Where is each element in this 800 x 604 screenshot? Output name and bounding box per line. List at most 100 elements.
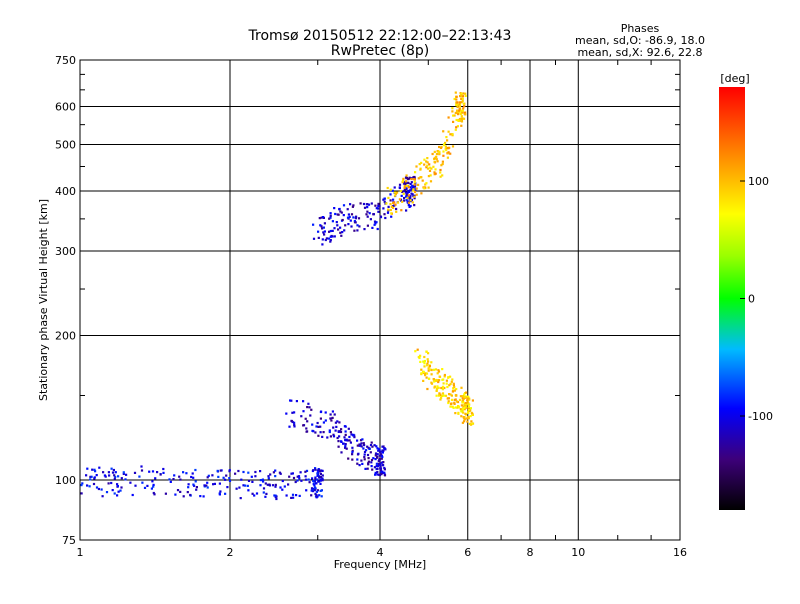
data-point xyxy=(438,375,441,378)
data-point xyxy=(312,479,315,482)
data-point xyxy=(403,199,406,202)
data-point xyxy=(371,445,374,448)
data-point xyxy=(458,102,462,105)
data-point xyxy=(368,212,371,215)
data-point xyxy=(439,398,442,401)
data-point xyxy=(387,205,390,208)
data-point xyxy=(433,386,436,389)
data-point xyxy=(376,465,379,468)
data-point xyxy=(356,453,360,456)
data-point xyxy=(373,220,377,223)
data-point xyxy=(308,406,311,409)
data-point xyxy=(452,120,455,123)
data-point xyxy=(452,382,455,385)
data-point xyxy=(389,199,392,202)
data-point xyxy=(461,407,464,411)
data-point xyxy=(331,229,334,232)
data-point xyxy=(419,354,422,357)
data-point xyxy=(259,470,262,473)
data-point xyxy=(352,204,355,207)
data-point xyxy=(93,468,96,471)
y-axis-ticks: 75 100 200 300 400 500 600 750 xyxy=(55,54,680,547)
data-point xyxy=(110,467,113,470)
data-point xyxy=(393,186,396,189)
data-point xyxy=(470,420,473,423)
data-point xyxy=(463,396,466,399)
data-point xyxy=(408,189,411,192)
data-point xyxy=(405,193,408,196)
data-point xyxy=(352,216,355,219)
data-point xyxy=(438,379,441,382)
data-point xyxy=(395,207,398,211)
data-point xyxy=(389,188,392,191)
data-point xyxy=(394,203,397,206)
data-point xyxy=(337,213,340,216)
data-point xyxy=(384,448,387,451)
data-point xyxy=(453,402,456,405)
data-point xyxy=(377,449,380,452)
data-point xyxy=(435,394,438,397)
data-point xyxy=(345,438,348,441)
data-point xyxy=(438,152,441,155)
data-point xyxy=(354,221,357,224)
data-point xyxy=(407,190,410,193)
data-point xyxy=(387,208,390,211)
data-point xyxy=(348,435,351,439)
data-point xyxy=(383,474,387,477)
data-point xyxy=(420,161,423,164)
data-point xyxy=(348,439,351,442)
data-point xyxy=(242,484,245,487)
data-point xyxy=(189,493,192,497)
data-point xyxy=(373,223,376,226)
data-point xyxy=(435,155,438,158)
data-point xyxy=(362,447,365,450)
data-point xyxy=(424,183,427,186)
data-point xyxy=(141,481,144,484)
data-point xyxy=(113,492,116,495)
data-point xyxy=(323,230,326,233)
data-point xyxy=(403,188,406,191)
data-point xyxy=(274,485,277,488)
data-point xyxy=(462,397,465,400)
data-point xyxy=(378,204,381,208)
data-point xyxy=(296,475,299,478)
data-point xyxy=(381,470,384,473)
data-point xyxy=(344,443,347,446)
data-point xyxy=(289,399,292,402)
data-point xyxy=(459,119,462,122)
data-point xyxy=(352,434,355,437)
data-point xyxy=(452,114,455,117)
data-point xyxy=(392,198,395,201)
data-point xyxy=(319,479,322,482)
data-point xyxy=(403,196,406,200)
data-point xyxy=(107,482,110,485)
data-point xyxy=(361,438,364,441)
data-point xyxy=(86,484,89,487)
data-point xyxy=(461,421,464,424)
data-point xyxy=(358,444,361,447)
data-point xyxy=(329,240,332,243)
data-point xyxy=(255,492,259,495)
data-point xyxy=(315,482,318,485)
data-point xyxy=(447,397,450,400)
data-point xyxy=(363,458,366,461)
data-point xyxy=(285,494,288,497)
data-point xyxy=(406,196,409,200)
data-point xyxy=(454,111,457,114)
data-point xyxy=(315,490,318,493)
data-point xyxy=(405,184,409,187)
data-point xyxy=(447,130,450,133)
data-point xyxy=(378,451,382,454)
data-point xyxy=(178,475,181,478)
data-point xyxy=(133,471,137,474)
data-point xyxy=(406,200,409,203)
data-point xyxy=(354,217,357,220)
data-point xyxy=(402,182,406,185)
data-point xyxy=(435,152,439,156)
data-point xyxy=(465,391,468,394)
data-point xyxy=(312,483,315,486)
data-point xyxy=(417,177,420,180)
data-point xyxy=(440,386,443,390)
data-point xyxy=(459,408,462,411)
